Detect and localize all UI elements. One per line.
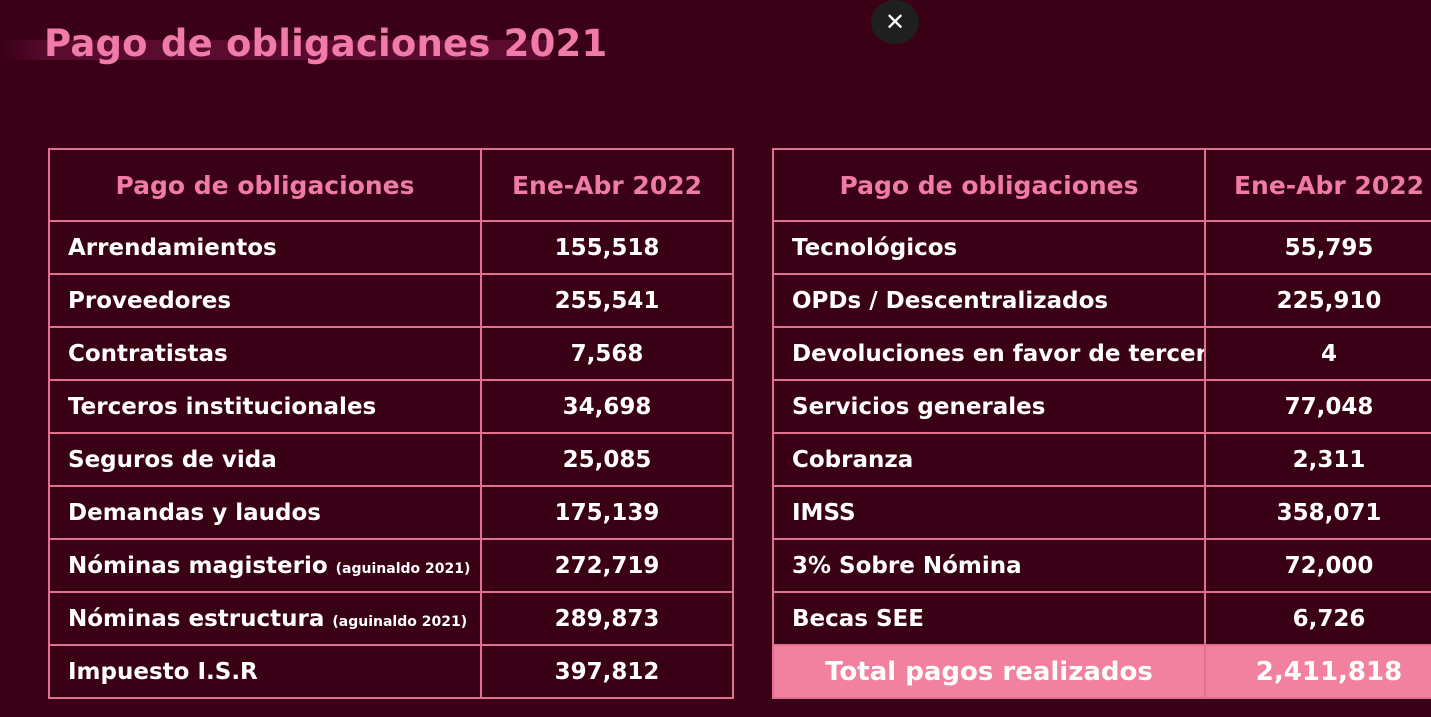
row-label: Servicios generales xyxy=(772,379,1206,434)
row-value: 155,518 xyxy=(480,220,734,275)
row-value: 175,139 xyxy=(480,485,734,540)
row-label-text: Seguros de vida xyxy=(68,446,277,473)
title-highlight-bar xyxy=(0,40,550,60)
close-icon: ✕ xyxy=(884,8,906,36)
table-row: Contratistas 7,568 xyxy=(48,326,734,381)
table-row: Demandas y laudos 175,139 xyxy=(48,485,734,540)
obligations-table-left: Pago de obligaciones Ene-Abr 2022 Arrend… xyxy=(48,148,734,699)
total-row: Total pagos realizados 2,411,818 xyxy=(772,644,1431,699)
table-header-row: Pago de obligaciones Ene-Abr 2022 xyxy=(772,148,1431,222)
row-label: Proveedores xyxy=(48,273,482,328)
row-value: 25,085 xyxy=(480,432,734,487)
row-note: (aguinaldo 2021) xyxy=(332,613,468,630)
row-label: Arrendamientos xyxy=(48,220,482,275)
row-value: 72,000 xyxy=(1204,538,1431,593)
row-value: 225,910 xyxy=(1204,273,1431,328)
total-label: Total pagos realizados xyxy=(772,644,1206,699)
row-label-text: OPDs / Descentralizados xyxy=(792,287,1109,314)
row-label-text: Becas SEE xyxy=(792,605,924,632)
row-value: 397,812 xyxy=(480,644,734,699)
row-label: Terceros institucionales xyxy=(48,379,482,434)
row-note: (aguinaldo 2021) xyxy=(335,560,471,577)
table-row: 3% Sobre Nómina 72,000 xyxy=(772,538,1431,593)
page-title: Pago de obligaciones 2021 xyxy=(44,22,608,65)
row-value: 289,873 xyxy=(480,591,734,646)
table-row: Arrendamientos 155,518 xyxy=(48,220,734,275)
row-label-text: Nóminas estructura xyxy=(68,605,325,632)
row-value: 4 xyxy=(1204,326,1431,381)
row-value: 255,541 xyxy=(480,273,734,328)
table-row: Nóminas magisterio (aguinaldo 2021) 272,7… xyxy=(48,538,734,593)
row-label: Becas SEE xyxy=(772,591,1206,646)
row-value: 77,048 xyxy=(1204,379,1431,434)
row-label: Demandas y laudos xyxy=(48,485,482,540)
row-label: Seguros de vida xyxy=(48,432,482,487)
row-label: Cobranza xyxy=(772,432,1206,487)
row-value: 2,311 xyxy=(1204,432,1431,487)
row-label-text: Arrendamientos xyxy=(68,234,277,261)
row-label-text: Devoluciones en favor de terceros xyxy=(792,340,1205,367)
column-header-concept: Pago de obligaciones xyxy=(48,148,482,222)
row-label: Tecnológicos xyxy=(772,220,1206,275)
row-label: Devoluciones en favor de terceros xyxy=(772,326,1206,381)
row-label-text: Tecnológicos xyxy=(792,234,958,261)
row-value: 358,071 xyxy=(1204,485,1431,540)
table-row: OPDs / Descentralizados 225,910 xyxy=(772,273,1431,328)
total-value: 2,411,818 xyxy=(1204,644,1431,699)
table-row: Terceros institucionales 34,698 xyxy=(48,379,734,434)
row-label: Impuesto I.S.R xyxy=(48,644,482,699)
row-label-text: Terceros institucionales xyxy=(68,393,377,420)
row-label: Contratistas xyxy=(48,326,482,381)
row-label: 3% Sobre Nómina xyxy=(772,538,1206,593)
table-row: Devoluciones en favor de terceros 4 xyxy=(772,326,1431,381)
row-value: 7,568 xyxy=(480,326,734,381)
row-label: Nóminas estructura (aguinaldo 2021) xyxy=(48,591,482,646)
table-row: Servicios generales 77,048 xyxy=(772,379,1431,434)
table-row: Impuesto I.S.R 397,812 xyxy=(48,644,734,699)
row-label: Nóminas magisterio (aguinaldo 2021) xyxy=(48,538,482,593)
row-value: 6,726 xyxy=(1204,591,1431,646)
row-label-text: Demandas y laudos xyxy=(68,499,321,526)
row-value: 272,719 xyxy=(480,538,734,593)
row-label: OPDs / Descentralizados xyxy=(772,273,1206,328)
obligations-table-right: Pago de obligaciones Ene-Abr 2022 Tecnol… xyxy=(772,148,1431,699)
row-value: 34,698 xyxy=(480,379,734,434)
row-value: 55,795 xyxy=(1204,220,1431,275)
row-label-text: IMSS xyxy=(792,499,856,526)
column-header-concept: Pago de obligaciones xyxy=(772,148,1206,222)
row-label-text: Nóminas magisterio xyxy=(68,552,328,579)
table-row: Tecnológicos 55,795 xyxy=(772,220,1431,275)
table-header-row: Pago de obligaciones Ene-Abr 2022 xyxy=(48,148,734,222)
row-label-text: 3% Sobre Nómina xyxy=(792,552,1022,579)
table-row: IMSS 358,071 xyxy=(772,485,1431,540)
table-row: Becas SEE 6,726 xyxy=(772,591,1431,646)
row-label-text: Servicios generales xyxy=(792,393,1046,420)
row-label-text: Proveedores xyxy=(68,287,232,314)
table-row: Seguros de vida 25,085 xyxy=(48,432,734,487)
table-row: Nóminas estructura (aguinaldo 2021) 289,8… xyxy=(48,591,734,646)
row-label-text: Contratistas xyxy=(68,340,228,367)
table-row: Cobranza 2,311 xyxy=(772,432,1431,487)
column-header-period: Ene-Abr 2022 xyxy=(480,148,734,222)
table-row: Proveedores 255,541 xyxy=(48,273,734,328)
close-button[interactable]: ✕ xyxy=(871,0,919,44)
column-header-period: Ene-Abr 2022 xyxy=(1204,148,1431,222)
row-label-text: Impuesto I.S.R xyxy=(68,658,258,685)
row-label: IMSS xyxy=(772,485,1206,540)
row-label-text: Cobranza xyxy=(792,446,914,473)
